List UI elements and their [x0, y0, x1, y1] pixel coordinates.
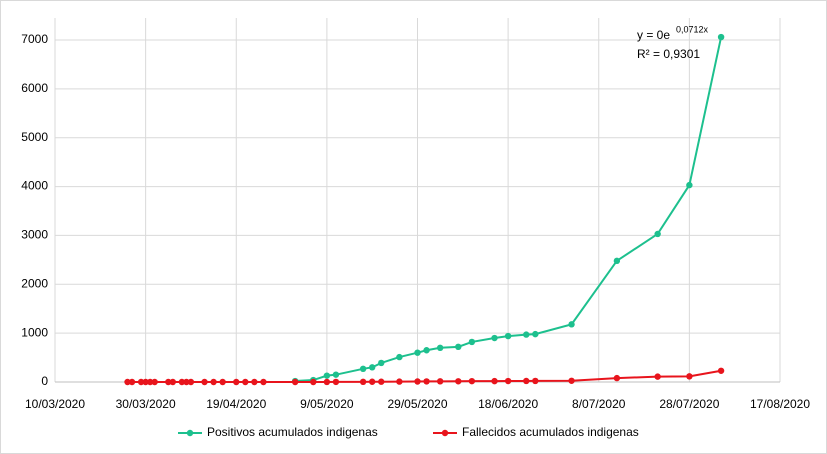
- data-point: [568, 321, 575, 328]
- data-point: [323, 372, 331, 379]
- grid: [54, 18, 781, 383]
- data-point: [368, 378, 376, 385]
- data-point: [455, 343, 462, 351]
- data-point: [532, 330, 539, 338]
- legend-marker: [186, 429, 194, 437]
- legend-item: Positivos acumulados indigenas: [178, 425, 378, 439]
- trend-equation: y = 0e: [637, 28, 670, 42]
- data-point: [210, 378, 217, 386]
- x-tick-label: 28/07/2020: [659, 397, 719, 411]
- data-point: [137, 378, 145, 386]
- data-point: [169, 378, 177, 386]
- legend-marker: [441, 429, 449, 437]
- x-tick-label: 17/08/2020: [750, 397, 810, 411]
- data-point: [332, 378, 340, 386]
- data-point: [233, 378, 240, 386]
- data-point: [378, 378, 385, 385]
- data-point: [128, 378, 136, 386]
- data-point: [613, 374, 621, 382]
- data-point: [686, 373, 693, 380]
- data-point: [310, 378, 317, 386]
- x-tick-label: 9/05/2020: [300, 397, 354, 411]
- x-tick-label: 30/03/2020: [116, 397, 176, 411]
- trend-r2: R² = 0,9301: [637, 47, 700, 61]
- y-tick-label: 1000: [21, 325, 48, 339]
- data-point: [654, 373, 661, 380]
- data-point: [468, 377, 476, 385]
- series-line: [295, 36, 723, 383]
- y-tick-label: 0: [41, 374, 48, 388]
- legend-item: Fallecidos acumulados indigenas: [433, 425, 639, 439]
- data-point: [165, 378, 172, 386]
- data-point: [436, 344, 444, 351]
- data-point: [359, 378, 367, 386]
- x-tick-label: 19/04/2020: [206, 397, 266, 411]
- data-point: [396, 378, 403, 385]
- y-tick-label: 4000: [21, 179, 48, 193]
- data-point: [532, 377, 539, 385]
- data-point: [654, 230, 661, 238]
- data-point: [291, 378, 299, 386]
- data-point: [504, 332, 512, 340]
- data-point: [423, 378, 430, 385]
- data-point: [491, 377, 498, 385]
- x-tick-label: 10/03/2020: [25, 397, 85, 411]
- data-point: [124, 378, 131, 386]
- data-point: [183, 378, 190, 386]
- data-point: [468, 338, 476, 346]
- data-point: [260, 378, 267, 386]
- legend-label: Fallecidos acumulados indigenas: [462, 425, 639, 439]
- data-point: [523, 331, 530, 338]
- data-point: [201, 378, 208, 386]
- x-tick-label: 8/07/2020: [572, 397, 626, 411]
- data-point: [242, 378, 249, 386]
- data-point: [142, 378, 149, 386]
- y-tick-label: 3000: [21, 228, 48, 242]
- data-point: [151, 378, 158, 386]
- data-point: [613, 257, 621, 265]
- data-point: [323, 378, 331, 386]
- data-point: [686, 181, 693, 189]
- data-point: [523, 377, 530, 385]
- data-point: [414, 378, 421, 385]
- data-point: [378, 359, 385, 367]
- data-point: [251, 378, 258, 386]
- x-tick-label: 18/06/2020: [478, 397, 538, 411]
- data-point: [368, 364, 376, 371]
- trend-exponent: 0,0712x: [676, 24, 709, 34]
- data-point: [332, 371, 340, 378]
- y-tick-label: 6000: [21, 81, 48, 95]
- y-tick-label: 5000: [21, 130, 48, 144]
- data-point: [219, 378, 226, 386]
- data-point: [359, 365, 367, 373]
- data-point: [568, 377, 575, 384]
- data-point: [187, 378, 195, 386]
- data-point: [396, 353, 403, 361]
- data-point: [178, 378, 186, 386]
- y-tick-label: 7000: [21, 32, 48, 46]
- data-point: [423, 347, 430, 354]
- data-point: [414, 349, 421, 356]
- y-tick-label: 2000: [21, 276, 48, 290]
- data-point: [455, 378, 462, 385]
- data-point: [436, 378, 444, 385]
- data-point: [146, 378, 154, 386]
- data-point: [717, 367, 725, 374]
- legend-label: Positivos acumulados indigenas: [207, 425, 378, 439]
- data-point: [717, 33, 725, 41]
- data-point: [504, 377, 512, 385]
- x-tick-label: 29/05/2020: [387, 397, 447, 411]
- data-point: [491, 334, 498, 342]
